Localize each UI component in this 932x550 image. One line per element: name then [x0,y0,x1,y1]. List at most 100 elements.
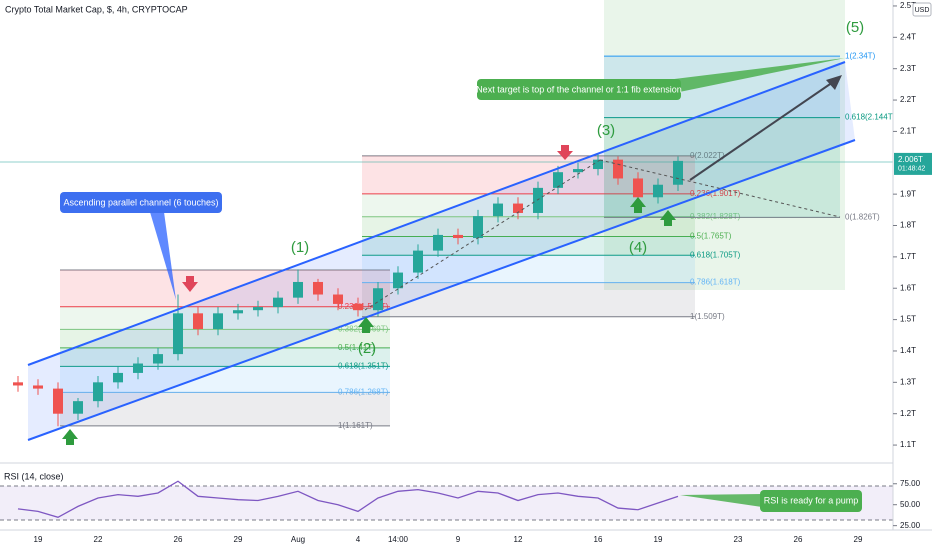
wave-label: (5) [846,19,864,36]
wave-label: (2) [358,340,376,357]
y-tick-label: 1.1T [900,440,916,449]
x-tick-label: 4 [356,535,361,544]
y-tick-label: 2.3T [900,64,916,73]
candle-body [573,169,583,173]
candle-body [473,216,483,239]
rsi-tick-label: 50.00 [900,500,921,509]
y-tick-label: 2.4T [900,32,916,41]
candle-body [93,382,103,402]
fib-label: 1(2.34T) [845,51,876,60]
price-axis [893,0,932,550]
x-tick-label: Aug [291,535,305,544]
price-tag-label: 2.006T [898,155,923,164]
wave-label: (3) [597,122,615,139]
candle-layer [13,153,683,427]
callout-text: Next target is top of the channel or 1:1… [476,84,682,94]
candle-body [233,310,243,314]
channel-fill [28,62,855,440]
rsi-tick-label: 75.00 [900,479,921,488]
fib-label: 0.786(1.268T) [338,387,389,396]
candle-body [633,178,643,198]
header-title: Crypto Total Market Cap, $, 4h, CRYPTOCA… [5,4,188,14]
callout-pointer [650,58,845,98]
candle-body [153,354,163,364]
x-tick-label: 22 [94,535,103,544]
x-tick-label: 16 [594,535,603,544]
y-tick-label: 1.2T [900,409,916,418]
rsi-line [17,480,679,518]
fib-label: 0(2.022T) [690,151,725,160]
candle-body [373,288,383,311]
callout-text: RSI is ready for a pump [764,495,859,505]
fib-label: 0.5(1.41T) [338,343,375,352]
fib-label: 0.618(1.351T) [338,361,389,370]
fib-label: 0.236(1.541T) [338,302,389,311]
fib-zone [60,347,390,367]
candle-body [493,203,503,217]
candle-body [553,172,563,188]
callout-text: Ascending parallel channel (6 touches) [63,197,218,207]
x-tick-label: 19 [654,535,663,544]
y-tick-label: 2.2T [900,95,916,104]
x-tick-label: 19 [34,535,43,544]
fib-zone [60,306,390,330]
dashed-path [364,159,601,311]
rsi-title: RSI (14, close) [4,471,64,481]
candle-body [393,272,403,289]
countdown: 01:48:42 [898,166,925,173]
candle-body [653,184,663,198]
wave-label: (4) [629,239,647,256]
candle-body [613,159,623,179]
y-tick-label: 1.8T [900,221,916,230]
candle-body [453,234,463,239]
candle-body [13,382,23,386]
wave-label: (1) [291,239,309,256]
x-tick-label: 12 [514,535,523,544]
up-arrows [62,197,676,445]
fib-label: 0.618(2.144T) [845,113,896,122]
callout-box [477,79,681,100]
candle-body [273,297,283,308]
candle-body [113,372,123,383]
fib-label: 0.236(1.901T) [690,189,741,198]
candle-body [433,234,443,251]
callout-box [60,192,222,213]
candle-body [593,159,603,170]
fib-label: 1(1.161T) [338,421,373,430]
currency-box [912,2,932,17]
y-tick-label: 2.5T [900,1,916,10]
candle-body [513,203,523,213]
fib-zone [362,236,695,256]
fib-zone [60,329,390,348]
x-tick-label: 9 [456,535,461,544]
callout-pointer [680,494,762,507]
dashed-path [599,159,841,218]
candle-body [33,385,43,389]
candle-body [73,401,83,414]
callout-pointer [150,212,176,300]
candle-body [193,313,203,330]
down-arrows [182,145,573,292]
channel-upper [27,61,846,366]
fib-zone [604,117,840,218]
candle-body [413,250,423,273]
candle-body [533,187,543,213]
candle-body [53,388,63,414]
candle-body [253,307,263,311]
x-tick-label: 26 [794,535,803,544]
fib-label: 0.786(1.618T) [690,278,741,287]
arrow-head [826,75,842,90]
y-tick-label: 1.7T [900,252,916,261]
x-tick-label: 29 [234,535,243,544]
rsi-layer [17,480,679,518]
y-tick-label: 1.3T [900,377,916,386]
candle-body [333,294,343,304]
currency: USD [915,7,930,14]
candle-body [173,313,183,355]
channel-lower [27,139,856,441]
fib-label: 0.618(1.705T) [690,250,741,259]
price-tag [894,152,932,175]
y-tick-label: 1.9T [900,189,916,198]
